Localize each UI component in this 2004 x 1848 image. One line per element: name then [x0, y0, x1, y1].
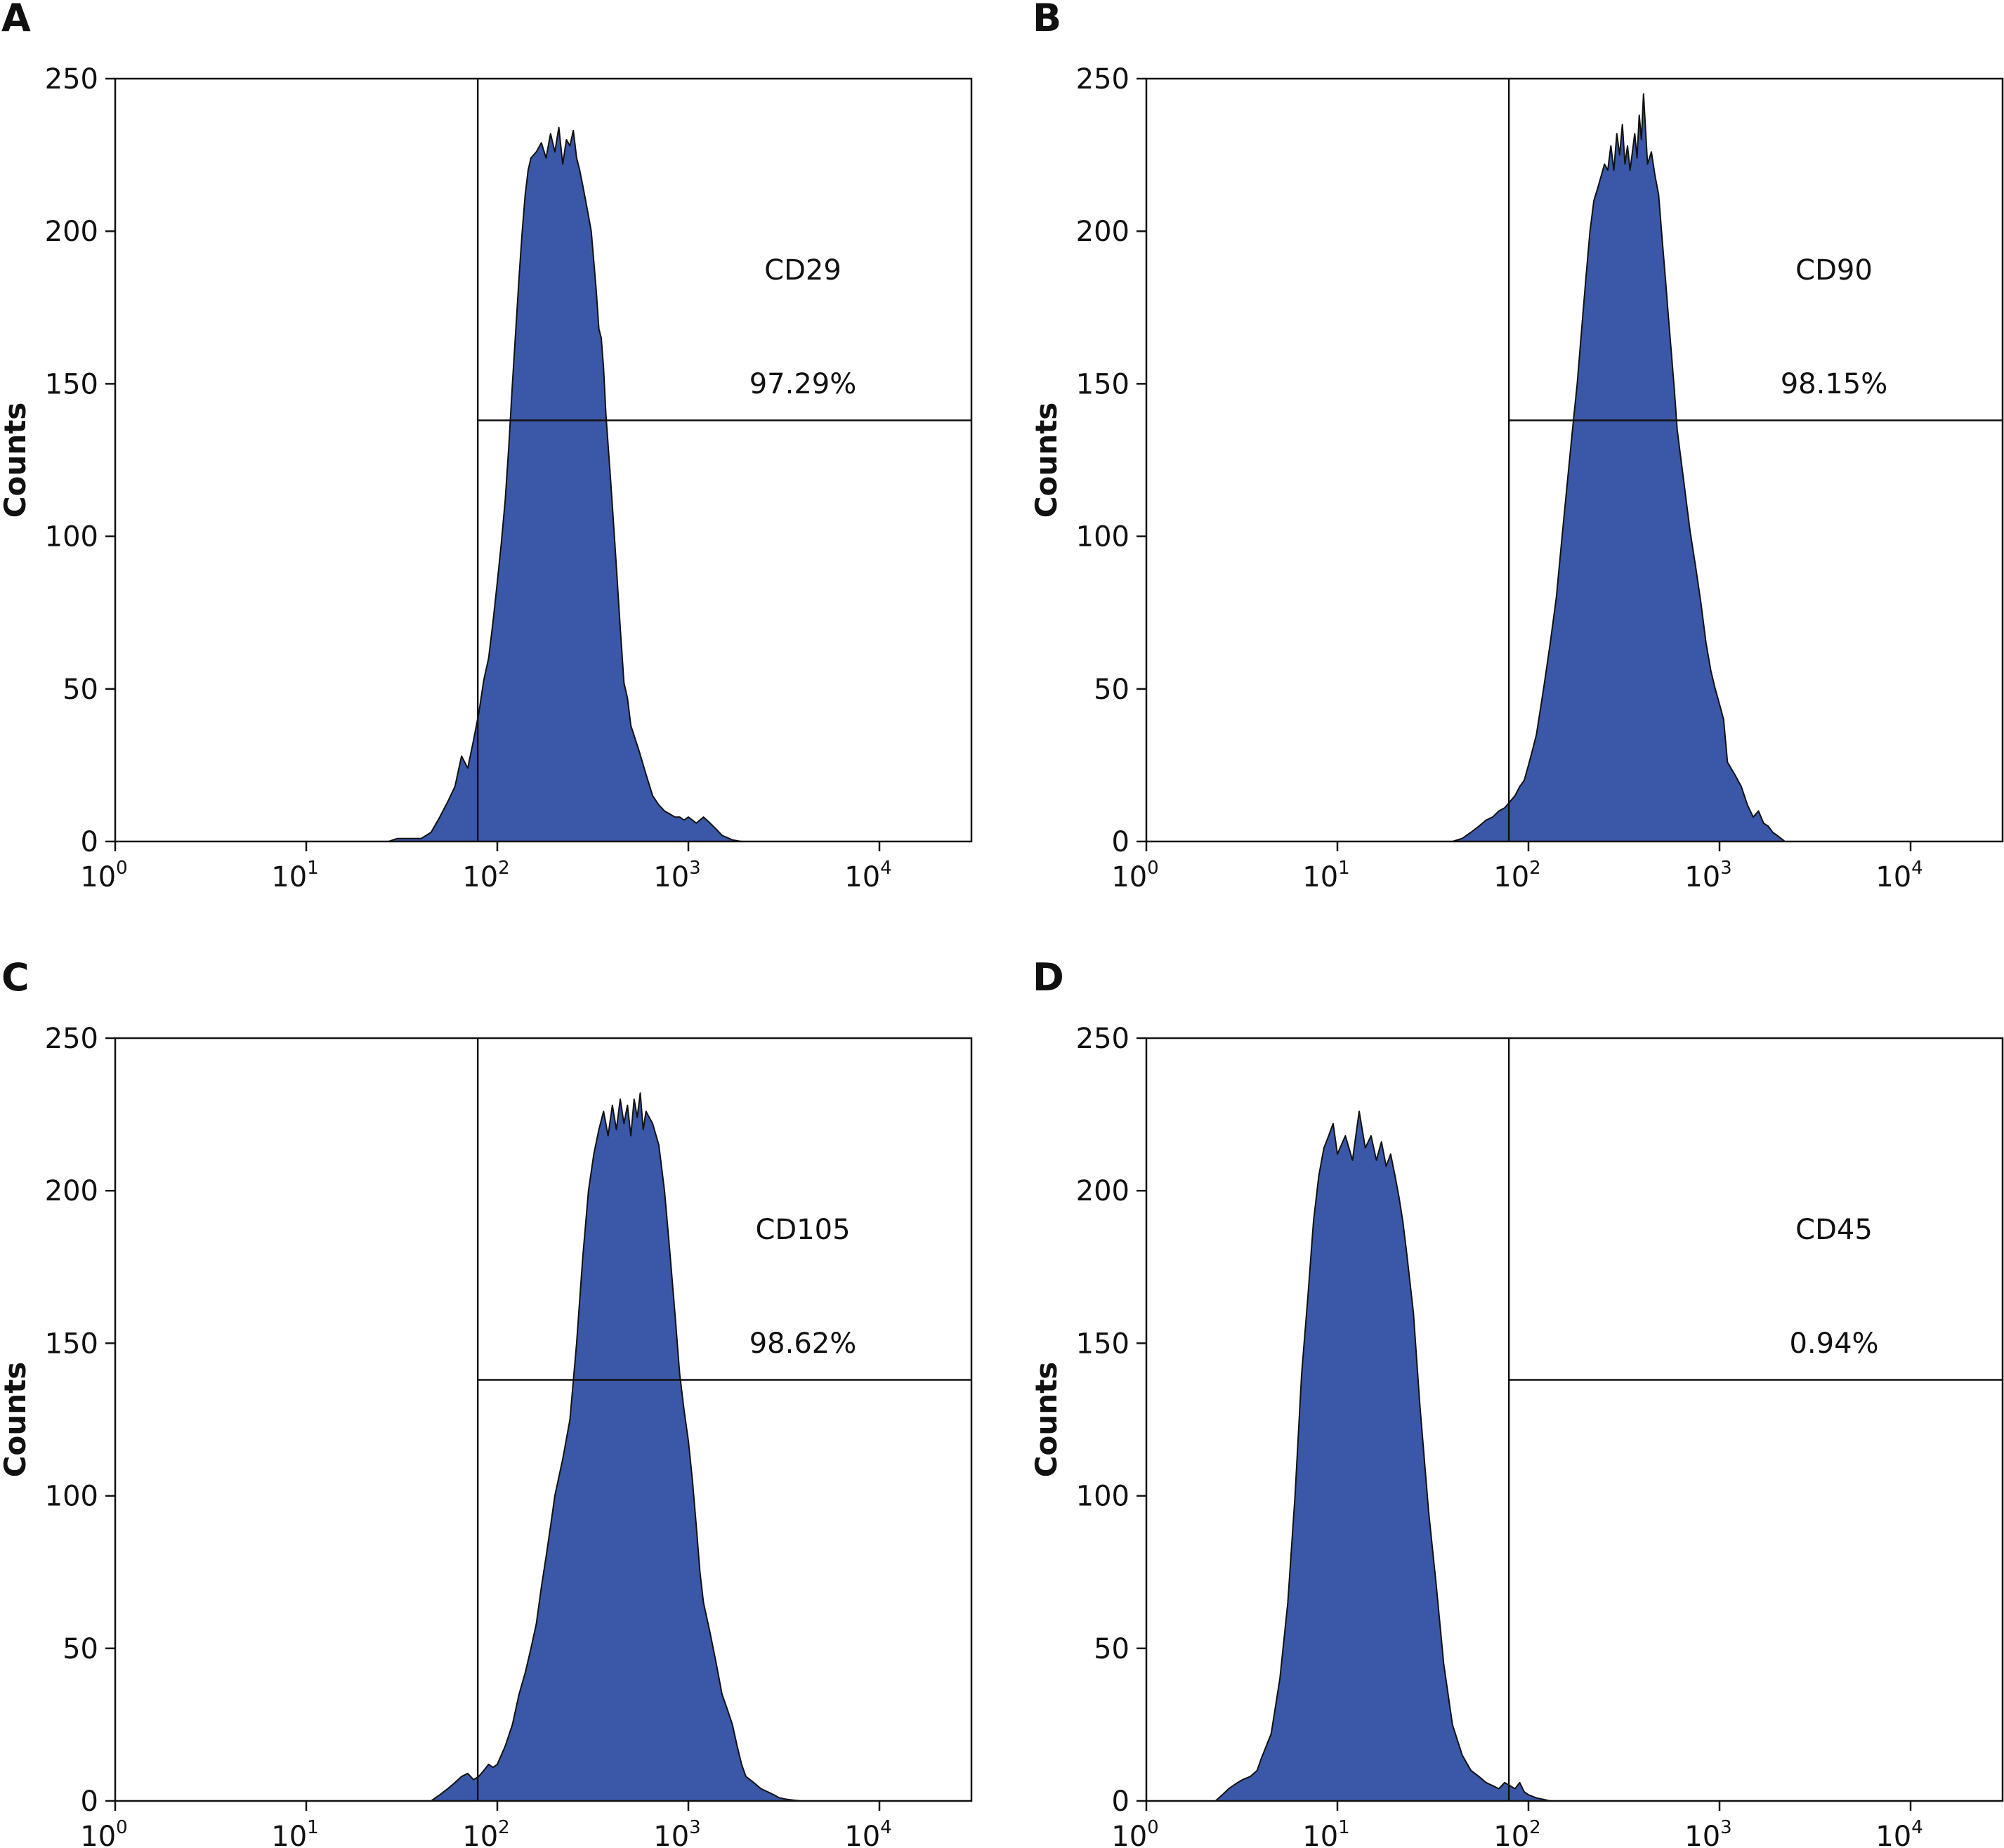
y-tick-label: 200 [45, 1175, 98, 1207]
y-tick-label: 50 [63, 674, 98, 706]
percent-label: 98.62% [749, 1328, 857, 1360]
y-axis-label: Counts [0, 1362, 32, 1478]
y-tick-label: 200 [1076, 1175, 1129, 1207]
panel-letter: B [1033, 0, 1061, 40]
marker-label: CD105 [755, 1214, 850, 1246]
y-tick-label: 50 [1094, 1633, 1129, 1665]
y-tick-label: 0 [81, 1785, 98, 1818]
y-tick-label: 250 [45, 63, 98, 96]
marker-label: CD29 [764, 254, 841, 287]
y-tick-label: 150 [1076, 368, 1129, 400]
x-tick-label: 100 [1111, 858, 1158, 893]
y-tick-label: 100 [45, 1481, 98, 1513]
plot-frame [114, 1037, 973, 1802]
x-tick-label: 103 [653, 858, 700, 893]
y-tick-label: 0 [1112, 826, 1129, 858]
marker-label: CD90 [1795, 254, 1873, 287]
x-tick-label: 102 [462, 1817, 509, 1848]
x-tick-label: 101 [271, 858, 318, 893]
chart-panel-a: A 0 50 100 150 200 250 100 101 102 103 104 Counts CD2… [0, 0, 973, 893]
y-tick-label: 100 [1076, 521, 1129, 553]
x-tick-label: 101 [1302, 1817, 1349, 1848]
x-tick-label: 104 [844, 1817, 891, 1848]
x-tick-label: 103 [653, 1817, 700, 1848]
panel-letter: C [1, 955, 30, 1000]
x-tick-label: 101 [1302, 858, 1349, 893]
y-axis-label: Counts [0, 402, 32, 518]
x-tick-label: 101 [271, 1817, 318, 1848]
x-tick-label: 104 [1875, 858, 1923, 893]
panel-letter: A [1, 0, 31, 40]
x-tick-label: 102 [462, 858, 509, 893]
y-tick-label: 0 [1112, 1785, 1129, 1818]
y-tick-label: 200 [45, 216, 98, 248]
percent-label: 0.94% [1789, 1328, 1878, 1360]
x-tick-label: 100 [80, 858, 127, 893]
marker-label: CD45 [1795, 1214, 1873, 1246]
y-tick-label: 50 [1094, 674, 1129, 706]
y-tick-label: 200 [1076, 216, 1129, 248]
y-axis-label: Counts [1029, 1362, 1063, 1478]
x-tick-label: 104 [1875, 1817, 1923, 1848]
x-tick-label: 103 [1684, 1817, 1731, 1848]
y-tick-label: 100 [45, 521, 98, 553]
y-tick-label: 250 [45, 1023, 98, 1055]
x-tick-label: 102 [1493, 858, 1540, 893]
x-tick-label: 102 [1493, 1817, 1540, 1848]
histogram-area [1451, 93, 1786, 842]
chart-panel-d: D 0 50 100 150 200 250 100 101 102 103 104 Counts CD4… [1029, 955, 2004, 1848]
panel-letter: D [1033, 955, 1064, 1000]
percent-label: 98.15% [1781, 368, 1888, 400]
x-tick-label: 100 [1111, 1817, 1158, 1848]
percent-label: 97.29% [749, 368, 857, 400]
histogram-area [430, 1092, 802, 1802]
histogram-area [388, 126, 742, 842]
y-axis-label: Counts [1029, 402, 1063, 518]
chart-panel-c: C 0 50 100 150 200 250 100 101 102 103 104 Counts CD1… [0, 955, 973, 1848]
chart-panel-b: B 0 50 100 150 200 250 100 101 102 103 104 Counts CD9… [1029, 0, 2004, 893]
x-tick-label: 100 [80, 1817, 127, 1848]
plot-frame [114, 77, 973, 843]
histogram-area [1214, 1110, 1551, 1802]
y-tick-label: 150 [45, 368, 98, 400]
plot-frame [1145, 1037, 2004, 1802]
y-tick-label: 250 [1076, 63, 1129, 96]
y-tick-label: 50 [63, 1633, 98, 1665]
y-tick-label: 250 [1076, 1023, 1129, 1055]
x-tick-label: 103 [1684, 858, 1731, 893]
y-tick-label: 100 [1076, 1481, 1129, 1513]
y-tick-label: 0 [81, 826, 98, 858]
x-tick-label: 104 [844, 858, 891, 893]
plot-frame [1145, 77, 2004, 843]
y-tick-label: 150 [45, 1328, 98, 1360]
y-tick-label: 150 [1076, 1328, 1129, 1360]
